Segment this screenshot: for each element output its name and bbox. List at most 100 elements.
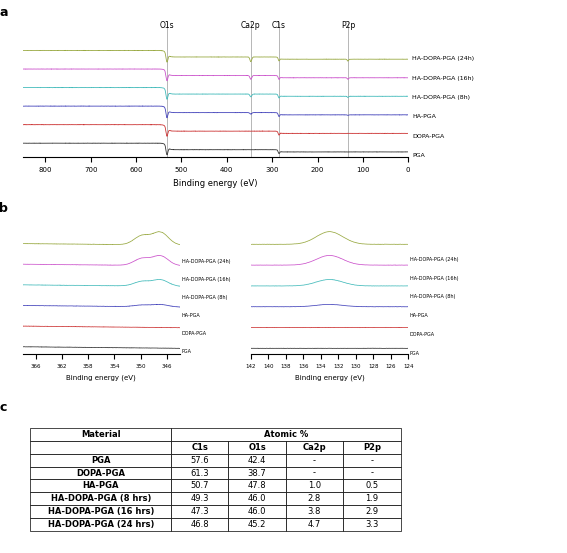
X-axis label: Binding energy (eV): Binding energy (eV): [295, 374, 365, 381]
Text: HA-DOPA-PGA (8 hrs): HA-DOPA-PGA (8 hrs): [50, 494, 151, 503]
Text: PGA: PGA: [412, 153, 425, 158]
Text: 2.9: 2.9: [365, 507, 378, 516]
Text: HA-DOPA-PGA (24 hrs): HA-DOPA-PGA (24 hrs): [48, 520, 154, 529]
X-axis label: Binding energy (eV): Binding energy (eV): [66, 374, 136, 381]
FancyBboxPatch shape: [286, 441, 343, 453]
FancyBboxPatch shape: [31, 492, 171, 505]
FancyBboxPatch shape: [31, 428, 171, 441]
Text: HA-DOPA-PGA (8h): HA-DOPA-PGA (8h): [412, 95, 470, 100]
Text: O1s: O1s: [248, 443, 266, 452]
FancyBboxPatch shape: [343, 453, 400, 467]
FancyBboxPatch shape: [286, 518, 343, 531]
Text: HA-DOPA-PGA (24h): HA-DOPA-PGA (24h): [412, 56, 474, 61]
Text: DOPA-PGA: DOPA-PGA: [412, 134, 445, 139]
Text: 46.8: 46.8: [191, 520, 209, 529]
FancyBboxPatch shape: [171, 428, 400, 441]
Text: 46.0: 46.0: [248, 494, 266, 503]
Text: c: c: [0, 401, 7, 414]
Text: DOPA-PGA: DOPA-PGA: [76, 468, 125, 477]
Text: HA-PGA: HA-PGA: [410, 313, 429, 319]
Text: 4.7: 4.7: [308, 520, 321, 529]
Text: 49.3: 49.3: [191, 494, 209, 503]
Text: P2p: P2p: [363, 443, 381, 452]
FancyBboxPatch shape: [343, 505, 400, 518]
Text: HA-DOPA-PGA (16h): HA-DOPA-PGA (16h): [410, 275, 458, 281]
Text: PGA: PGA: [91, 456, 111, 465]
Text: C1s: C1s: [191, 443, 208, 452]
Text: 1.0: 1.0: [308, 481, 321, 491]
FancyBboxPatch shape: [229, 492, 286, 505]
FancyBboxPatch shape: [229, 479, 286, 492]
FancyBboxPatch shape: [286, 453, 343, 467]
Text: 42.4: 42.4: [248, 456, 266, 465]
FancyBboxPatch shape: [171, 467, 229, 479]
Text: HA-DOPA-PGA (16h): HA-DOPA-PGA (16h): [412, 76, 474, 81]
FancyBboxPatch shape: [31, 453, 171, 467]
Text: 46.0: 46.0: [248, 507, 266, 516]
Text: 47.3: 47.3: [191, 507, 209, 516]
Text: 38.7: 38.7: [248, 468, 266, 477]
Text: 3.8: 3.8: [308, 507, 321, 516]
Text: -: -: [370, 456, 373, 465]
FancyBboxPatch shape: [229, 518, 286, 531]
Text: 0.5: 0.5: [365, 481, 378, 491]
FancyBboxPatch shape: [171, 441, 229, 453]
FancyBboxPatch shape: [229, 453, 286, 467]
Text: HA-PGA: HA-PGA: [412, 114, 436, 119]
Text: HA-DOPA-PGA (16 hrs): HA-DOPA-PGA (16 hrs): [48, 507, 154, 516]
Text: Ca: Ca: [0, 552, 1, 553]
FancyBboxPatch shape: [229, 467, 286, 479]
FancyBboxPatch shape: [31, 479, 171, 492]
Text: 50.7: 50.7: [191, 481, 209, 491]
FancyBboxPatch shape: [31, 441, 171, 453]
Text: O1s: O1s: [160, 20, 174, 29]
FancyBboxPatch shape: [171, 505, 229, 518]
Text: HA-DOPA-PGA (24h): HA-DOPA-PGA (24h): [181, 259, 230, 264]
Text: -: -: [370, 468, 373, 477]
Text: 3.3: 3.3: [365, 520, 379, 529]
FancyBboxPatch shape: [171, 479, 229, 492]
Text: Ca2p: Ca2p: [303, 443, 326, 452]
Text: -: -: [313, 456, 316, 465]
Text: DOPA-PGA: DOPA-PGA: [410, 332, 435, 337]
Text: C1s: C1s: [272, 20, 286, 29]
Text: DOPA-PGA: DOPA-PGA: [181, 331, 207, 336]
FancyBboxPatch shape: [343, 518, 400, 531]
Text: 47.8: 47.8: [248, 481, 266, 491]
Text: 1.9: 1.9: [365, 494, 378, 503]
FancyBboxPatch shape: [171, 518, 229, 531]
Text: P: P: [0, 552, 1, 553]
Text: a: a: [0, 7, 8, 19]
Text: P2p: P2p: [341, 20, 355, 29]
Text: PGA: PGA: [181, 349, 192, 354]
FancyBboxPatch shape: [31, 467, 171, 479]
FancyBboxPatch shape: [343, 441, 400, 453]
Text: HA-DOPA-PGA (16h): HA-DOPA-PGA (16h): [181, 277, 230, 282]
FancyBboxPatch shape: [343, 467, 400, 479]
Text: Material: Material: [81, 430, 121, 439]
Text: PGA: PGA: [410, 351, 420, 356]
Text: 2.8: 2.8: [308, 494, 321, 503]
Text: b: b: [0, 202, 8, 216]
FancyBboxPatch shape: [229, 505, 286, 518]
FancyBboxPatch shape: [31, 505, 171, 518]
FancyBboxPatch shape: [286, 492, 343, 505]
Text: Ca2p: Ca2p: [241, 20, 261, 29]
Text: 45.2: 45.2: [248, 520, 266, 529]
X-axis label: Binding energy (eV): Binding energy (eV): [173, 179, 258, 188]
FancyBboxPatch shape: [171, 492, 229, 505]
FancyBboxPatch shape: [31, 518, 171, 531]
FancyBboxPatch shape: [343, 479, 400, 492]
Text: 61.3: 61.3: [191, 468, 209, 477]
FancyBboxPatch shape: [286, 479, 343, 492]
Text: HA-DOPA-PGA (8h): HA-DOPA-PGA (8h): [410, 294, 455, 300]
FancyBboxPatch shape: [286, 467, 343, 479]
FancyBboxPatch shape: [171, 453, 229, 467]
Text: -: -: [313, 468, 316, 477]
FancyBboxPatch shape: [286, 505, 343, 518]
Text: Atomic %: Atomic %: [264, 430, 308, 439]
Text: Ca: Ca: [0, 552, 1, 553]
FancyBboxPatch shape: [229, 441, 286, 453]
Text: HA-PGA: HA-PGA: [82, 481, 119, 491]
Text: HA-DOPA-PGA (8h): HA-DOPA-PGA (8h): [181, 295, 227, 300]
